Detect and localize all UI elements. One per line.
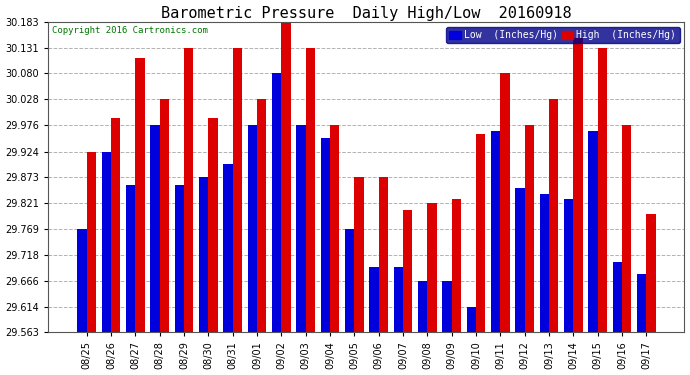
Bar: [321, 138, 330, 332]
Bar: [442, 281, 452, 332]
Legend: Low  (Inches/Hg), High  (Inches/Hg): Low (Inches/Hg), High (Inches/Hg): [446, 27, 680, 44]
Bar: [573, 38, 582, 332]
Bar: [199, 177, 208, 332]
Text: Copyright 2016 Cartronics.com: Copyright 2016 Cartronics.com: [52, 26, 208, 35]
Bar: [622, 126, 631, 332]
Bar: [345, 229, 354, 332]
Bar: [369, 267, 379, 332]
Bar: [135, 58, 144, 332]
Bar: [159, 99, 169, 332]
Bar: [637, 274, 647, 332]
Bar: [224, 164, 233, 332]
Bar: [515, 188, 524, 332]
Bar: [540, 194, 549, 332]
Title: Barometric Pressure  Daily High/Low  20160918: Barometric Pressure Daily High/Low 20160…: [161, 6, 572, 21]
Bar: [564, 199, 573, 332]
Bar: [257, 99, 266, 332]
Bar: [500, 74, 509, 332]
Bar: [175, 184, 184, 332]
Bar: [208, 118, 217, 332]
Bar: [297, 126, 306, 332]
Bar: [613, 262, 622, 332]
Bar: [233, 48, 242, 332]
Bar: [101, 152, 111, 332]
Bar: [272, 74, 282, 332]
Bar: [418, 281, 427, 332]
Bar: [354, 177, 364, 332]
Bar: [77, 229, 87, 332]
Bar: [491, 131, 500, 332]
Bar: [394, 267, 403, 332]
Bar: [549, 99, 558, 332]
Bar: [379, 177, 388, 332]
Bar: [598, 48, 607, 332]
Bar: [184, 48, 193, 332]
Bar: [248, 126, 257, 332]
Bar: [282, 22, 290, 332]
Bar: [647, 214, 656, 332]
Bar: [476, 135, 485, 332]
Bar: [589, 131, 598, 332]
Bar: [306, 48, 315, 332]
Bar: [452, 199, 461, 332]
Bar: [524, 126, 534, 332]
Bar: [111, 118, 120, 332]
Bar: [126, 184, 135, 332]
Bar: [466, 307, 476, 332]
Bar: [87, 152, 96, 332]
Bar: [150, 126, 159, 332]
Bar: [330, 126, 339, 332]
Bar: [427, 203, 437, 332]
Bar: [403, 210, 412, 332]
